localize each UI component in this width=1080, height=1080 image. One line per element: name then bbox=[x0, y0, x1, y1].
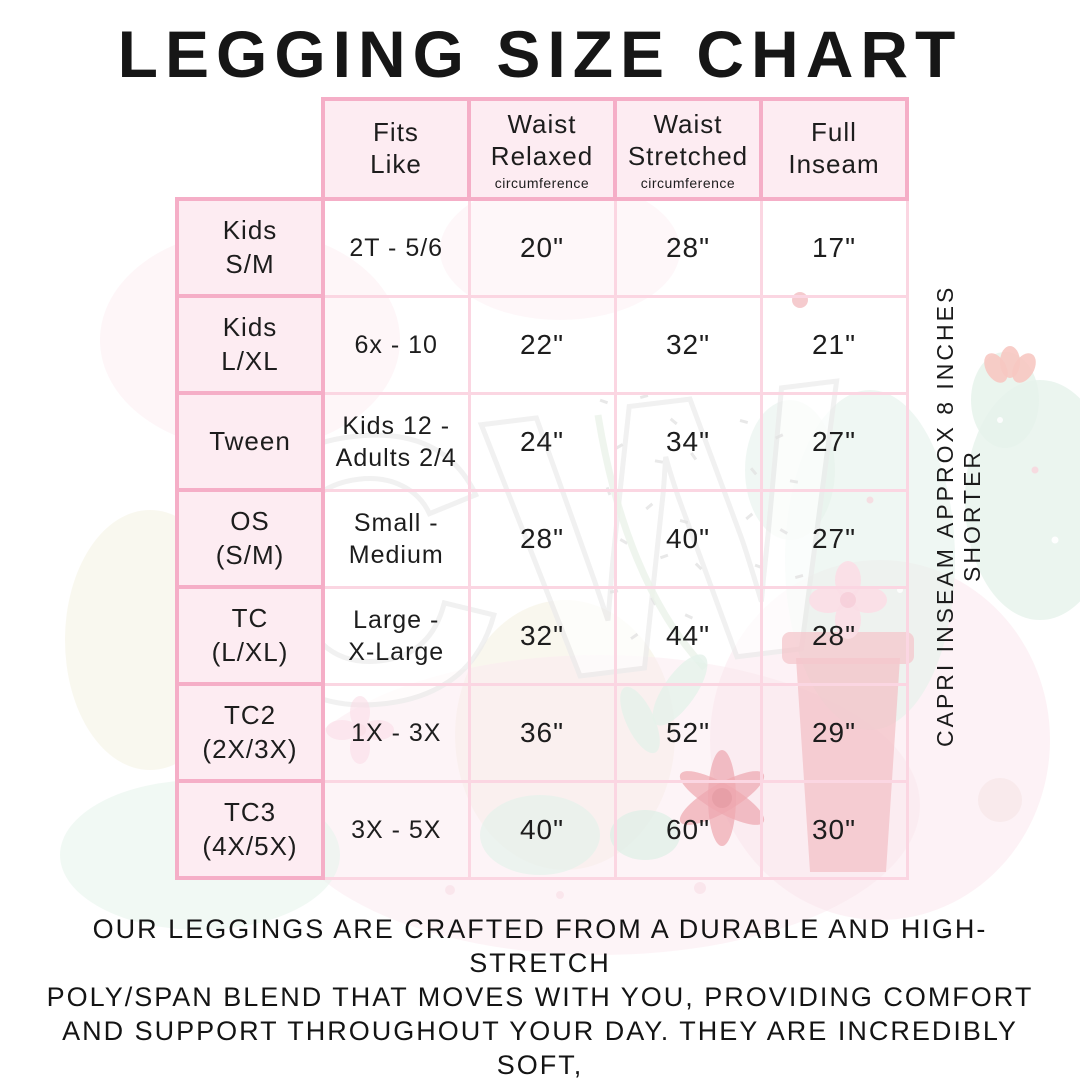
fits-like-cell: Small - Medium bbox=[321, 488, 471, 589]
waist-stretched-value: 52" bbox=[665, 716, 711, 748]
waist-stretched-value: 34" bbox=[665, 425, 711, 457]
fits-like-cell: 2T - 5/6 bbox=[321, 197, 471, 298]
full-inseam-cell: 27" bbox=[759, 391, 909, 492]
col-header-subnote: circumference bbox=[640, 174, 736, 191]
waist-relaxed-cell: 20" bbox=[467, 197, 617, 298]
fits-like-cell: Kids 12 - Adults 2/4 bbox=[321, 391, 471, 492]
fits-like-cell: Large - X-Large bbox=[321, 585, 471, 686]
waist-stretched-cell: 60" bbox=[613, 779, 763, 880]
waist-relaxed-value: 32" bbox=[519, 619, 565, 651]
waist-stretched-cell: 28" bbox=[613, 197, 763, 298]
fits-like-value: 6x - 10 bbox=[354, 330, 438, 359]
size-table: Fits Like Waist Relaxed circumference Wa… bbox=[175, 97, 909, 880]
fits-like-value: 3X - 5X bbox=[351, 815, 442, 844]
size-label: TC (L/XL) bbox=[211, 603, 289, 667]
waist-stretched-value: 40" bbox=[665, 522, 711, 554]
full-inseam-value: 27" bbox=[811, 522, 857, 554]
size-label-cell: TC2 (2X/3X) bbox=[175, 682, 325, 783]
waist-stretched-cell: 40" bbox=[613, 488, 763, 589]
table-row-tc2: TC2 (2X/3X) 1X - 3X 36" 52" 29" bbox=[175, 682, 909, 783]
table-row-os: OS (S/M) Small - Medium 28" 40" 27" bbox=[175, 488, 909, 589]
full-inseam-value: 30" bbox=[811, 813, 857, 845]
header-spacer bbox=[177, 99, 323, 199]
col-header-label: Waist Stretched bbox=[627, 108, 749, 172]
size-label-cell: OS (S/M) bbox=[175, 488, 325, 589]
waist-stretched-cell: 52" bbox=[613, 682, 763, 783]
waist-stretched-value: 44" bbox=[665, 619, 711, 651]
size-label: OS (S/M) bbox=[215, 506, 285, 570]
waist-stretched-cell: 44" bbox=[613, 585, 763, 686]
col-header-full-inseam: Full Inseam bbox=[759, 97, 909, 201]
fits-like-value: 2T - 5/6 bbox=[349, 233, 444, 262]
waist-relaxed-value: 36" bbox=[519, 716, 565, 748]
full-inseam-value: 17" bbox=[811, 231, 857, 263]
size-label-cell: TC (L/XL) bbox=[175, 585, 325, 686]
size-label: Kids S/M bbox=[222, 215, 278, 279]
full-inseam-value: 27" bbox=[811, 425, 857, 457]
size-label-cell: TC3 (4X/5X) bbox=[175, 779, 325, 880]
waist-relaxed-cell: 28" bbox=[467, 488, 617, 589]
table-row-tween: Tween Kids 12 - Adults 2/4 24" 34" 27" bbox=[175, 391, 909, 492]
col-header-subnote: circumference bbox=[494, 174, 590, 191]
page-title: LEGGING SIZE CHART bbox=[117, 17, 963, 91]
full-inseam-cell: 27" bbox=[759, 488, 909, 589]
fits-like-cell: 6x - 10 bbox=[321, 294, 471, 395]
size-label-cell: Kids L/XL bbox=[175, 294, 325, 395]
waist-stretched-value: 32" bbox=[665, 328, 711, 360]
table-row-kids-lxl: Kids L/XL 6x - 10 22" 32" 21" bbox=[175, 294, 909, 395]
capri-inseam-note: CAPRI INSEAM APPROX 8 INCHES SHORTER bbox=[932, 284, 985, 747]
waist-relaxed-cell: 32" bbox=[467, 585, 617, 686]
fits-like-cell: 1X - 3X bbox=[321, 682, 471, 783]
fits-like-value: 1X - 3X bbox=[351, 718, 442, 747]
fits-like-value: Kids 12 - Adults 2/4 bbox=[335, 411, 457, 472]
col-header-waist-relaxed: Waist Relaxed circumference bbox=[467, 97, 617, 201]
waist-relaxed-value: 22" bbox=[519, 328, 565, 360]
waist-relaxed-value: 24" bbox=[519, 425, 565, 457]
size-label-cell: Kids S/M bbox=[175, 197, 325, 298]
full-inseam-value: 29" bbox=[811, 716, 857, 748]
col-header-waist-stretched: Waist Stretched circumference bbox=[613, 97, 763, 201]
waist-relaxed-cell: 24" bbox=[467, 391, 617, 492]
waist-relaxed-cell: 36" bbox=[467, 682, 617, 783]
full-inseam-cell: 28" bbox=[759, 585, 909, 686]
size-label: Kids L/XL bbox=[221, 312, 279, 376]
size-label-cell: Tween bbox=[175, 391, 325, 492]
description-text: OUR LEGGINGS ARE CRAFTED FROM A DURABLE … bbox=[46, 914, 1034, 1080]
col-header-label: Fits Like bbox=[370, 116, 422, 180]
col-header-label: Waist Relaxed bbox=[490, 108, 594, 172]
table-row-tc3: TC3 (4X/5X) 3X - 5X 40" 60" 30" bbox=[175, 779, 909, 880]
waist-stretched-cell: 32" bbox=[613, 294, 763, 395]
waist-stretched-value: 28" bbox=[665, 231, 711, 263]
full-inseam-cell: 30" bbox=[759, 779, 909, 880]
fits-like-value: Large - X-Large bbox=[348, 605, 445, 666]
full-inseam-cell: 21" bbox=[759, 294, 909, 395]
col-header-label: Full Inseam bbox=[788, 116, 880, 180]
col-header-fits-like: Fits Like bbox=[321, 97, 471, 201]
waist-relaxed-value: 28" bbox=[519, 522, 565, 554]
fits-like-value: Small - Medium bbox=[348, 508, 444, 569]
waist-relaxed-cell: 22" bbox=[467, 294, 617, 395]
full-inseam-cell: 17" bbox=[759, 197, 909, 298]
size-label: TC2 (2X/3X) bbox=[202, 700, 298, 764]
waist-stretched-cell: 34" bbox=[613, 391, 763, 492]
header-row: Fits Like Waist Relaxed circumference Wa… bbox=[177, 97, 909, 201]
full-inseam-value: 21" bbox=[811, 328, 857, 360]
table-row-tc: TC (L/XL) Large - X-Large 32" 44" 28" bbox=[175, 585, 909, 686]
waist-stretched-value: 60" bbox=[665, 813, 711, 845]
size-label: Tween bbox=[209, 425, 291, 456]
size-label: TC3 (4X/5X) bbox=[202, 797, 298, 861]
waist-relaxed-value: 40" bbox=[519, 813, 565, 845]
full-inseam-cell: 29" bbox=[759, 682, 909, 783]
full-inseam-value: 28" bbox=[811, 619, 857, 651]
waist-relaxed-cell: 40" bbox=[467, 779, 617, 880]
waist-relaxed-value: 20" bbox=[519, 231, 565, 263]
table-row-kids-sm: Kids S/M 2T - 5/6 20" 28" 17" bbox=[175, 197, 909, 298]
fits-like-cell: 3X - 5X bbox=[321, 779, 471, 880]
